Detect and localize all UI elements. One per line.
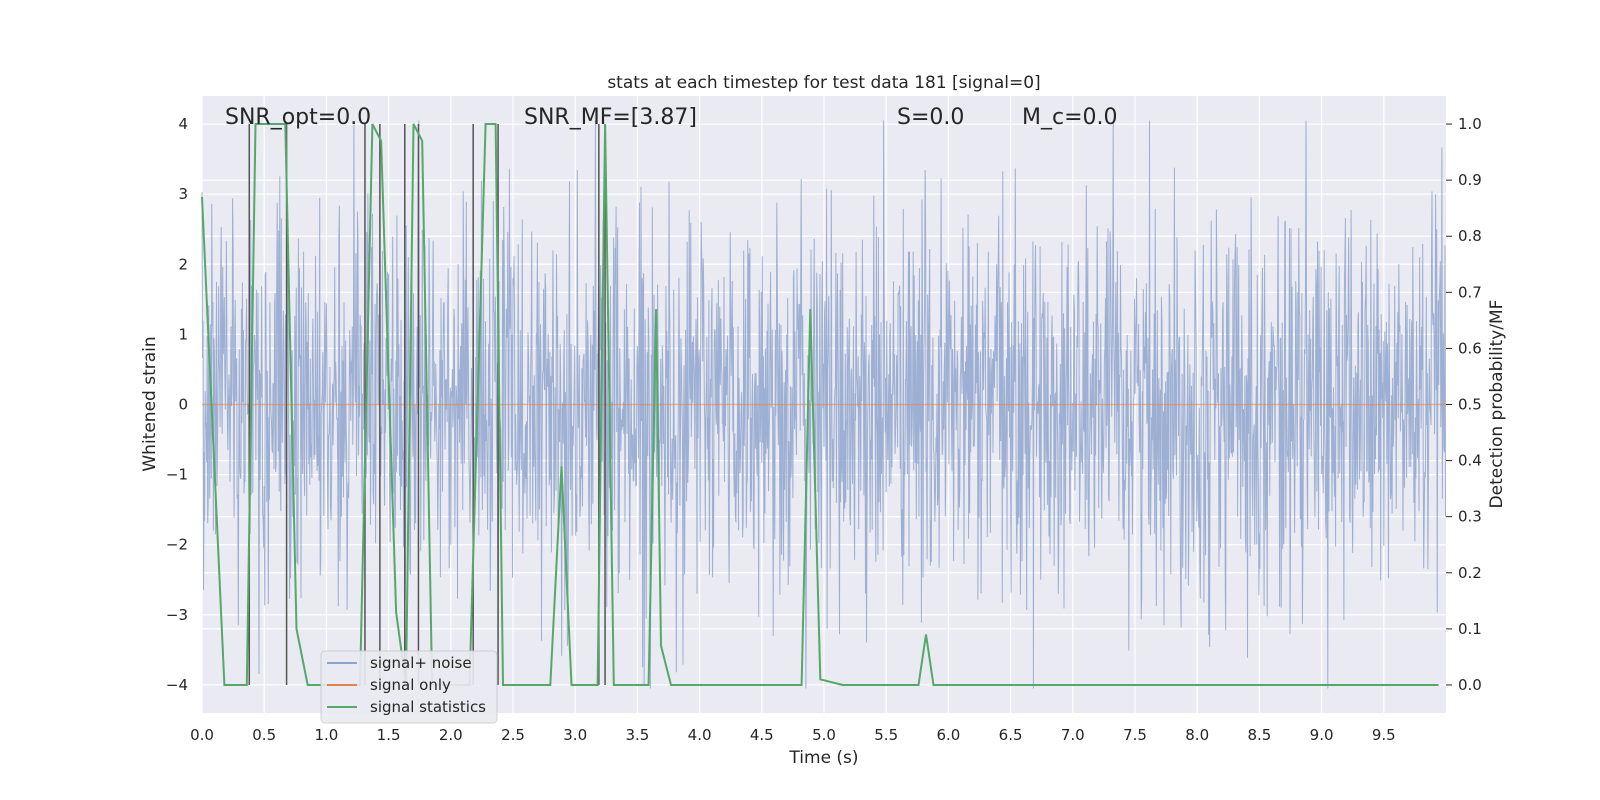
x-tick-label: 1.5	[377, 726, 401, 744]
y-right-tick-label: 0.0	[1458, 676, 1482, 694]
y-left-tick-label: −3	[166, 606, 188, 624]
legend: signal+ noise signal only signal statist…	[320, 650, 498, 724]
y-right-tick-label: 0.1	[1458, 620, 1482, 638]
y-left-tick-label: 0	[178, 396, 188, 414]
x-tick-label: 7.5	[1123, 726, 1147, 744]
x-tick-label: 3.5	[625, 726, 649, 744]
x-tick-label: 8.5	[1247, 726, 1271, 744]
y-left-tick-label: 4	[178, 115, 188, 133]
x-tick-label: 0.5	[252, 726, 276, 744]
legend-label-noise: signal+ noise	[370, 654, 472, 672]
x-tick-label: 1.0	[314, 726, 338, 744]
signal-statistics-trace	[201, 123, 1439, 686]
x-tick-label: 5.0	[812, 726, 836, 744]
legend-label-stats: signal statistics	[370, 698, 486, 716]
y-right-tick-label: 0.5	[1458, 396, 1482, 414]
x-tick-label: 0.0	[190, 726, 214, 744]
y-axis-left-ticks: −4 −3 −2 −1 0 1 2 3 4	[166, 115, 188, 694]
y-right-tick-label: 0.4	[1458, 452, 1482, 470]
x-axis-label: Time (s)	[788, 748, 858, 768]
x-tick-label: 6.0	[936, 726, 960, 744]
y-right-tick-label: 1.0	[1458, 115, 1482, 133]
y-right-tick-label: 0.9	[1458, 171, 1482, 189]
y-left-tick-label: 2	[178, 255, 188, 273]
y-right-tick-label: 0.3	[1458, 508, 1482, 526]
x-tick-label: 4.0	[688, 726, 712, 744]
x-axis-ticks: 0.0 0.5 1.0 1.5 2.0 2.5 3.0 3.5 4.0 4.5 5.0 5.5 6.0 6…	[190, 726, 1396, 744]
series-signal-statistics	[201, 123, 1439, 686]
y-left-tick-label: −4	[166, 676, 188, 694]
y-left-tick-label: −2	[166, 536, 188, 554]
x-tick-label: 9.0	[1310, 726, 1334, 744]
y-right-tick-label: 0.8	[1458, 227, 1482, 245]
x-tick-label: 2.0	[439, 726, 463, 744]
x-tick-label: 9.5	[1372, 726, 1396, 744]
y-axis-right-label: Detection probability/MF	[1487, 300, 1507, 509]
y-right-tick-label: 0.7	[1458, 283, 1482, 301]
x-tick-label: 3.0	[563, 726, 587, 744]
y-right-tick-label: 0.2	[1458, 564, 1482, 582]
y-left-tick-label: −1	[166, 466, 188, 484]
x-tick-label: 5.5	[874, 726, 898, 744]
y-axis-left-label: Whitened strain	[140, 336, 160, 471]
legend-label-signal: signal only	[370, 676, 451, 694]
x-tick-label: 6.5	[999, 726, 1023, 744]
chart-title: stats at each timestep for test data 181…	[607, 73, 1040, 93]
annotation-snr-mf: SNR_MF=[3.87]	[524, 105, 697, 130]
x-tick-label: 7.0	[1061, 726, 1085, 744]
x-tick-label: 2.5	[501, 726, 525, 744]
annotation-snr-opt: SNR_opt=0.0	[225, 105, 371, 130]
annotation-mc: M_c=0.0	[1022, 105, 1118, 130]
y-right-tick-label: 0.6	[1458, 339, 1482, 357]
x-tick-label: 8.0	[1185, 726, 1209, 744]
annotation-s: S=0.0	[897, 105, 964, 130]
x-tick-label: 4.5	[750, 726, 774, 744]
y-left-tick-label: 1	[178, 325, 188, 343]
legend-box	[320, 650, 498, 724]
y-left-tick-label: 3	[178, 185, 188, 203]
y-axis-right-ticks: 0.0 0.1 0.2 0.3 0.4 0.5 0.6 0.7 0.8 0.9 1.0	[1446, 115, 1482, 694]
